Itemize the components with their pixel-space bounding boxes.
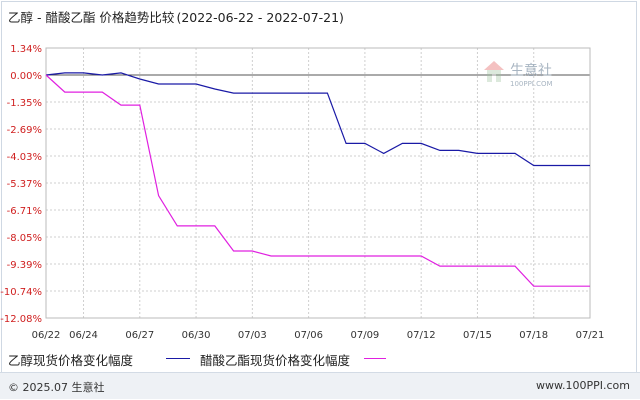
x-tick-label: 07/06: [294, 330, 323, 341]
x-tick-label: 07/12: [407, 330, 436, 341]
chart-title-main: 乙醇 - 醋酸乙酯 价格趋势比较: [8, 10, 175, 25]
y-tick-label: 0.00%: [10, 71, 42, 82]
series-line-ethyl-acetate: [45, 74, 590, 287]
y-tick-label: -10.74%: [0, 287, 42, 298]
watermark-logo: 生意社 100PPI.COM: [484, 61, 553, 88]
y-tick-label: -8.05%: [7, 233, 42, 244]
x-tick-label: 06/24: [69, 330, 98, 341]
y-tick-label: -1.35%: [7, 98, 42, 109]
y-tick-label: -5.37%: [7, 179, 42, 190]
plot-area: [45, 47, 591, 319]
legend-label-ethyl-acetate: 醋酸乙酯现货价格变化幅度: [200, 353, 351, 368]
house-icon: [484, 61, 504, 82]
legend-line-ethyl-acetate: [364, 358, 386, 359]
x-tick-label: 06/22: [32, 330, 61, 341]
x-tick-label: 06/30: [182, 330, 211, 341]
legend-line-ethanol: [166, 358, 190, 359]
y-tick-label: -9.39%: [7, 260, 42, 271]
y-tick-label: -4.03%: [7, 152, 42, 163]
line-chart: 1.34% 0.00% -1.35% -2.69% -4.03% -5.37% -6.71%…: [0, 44, 605, 341]
footer-bar: © 2025.07 生意社 www.100PPI.com: [0, 372, 640, 399]
x-tick-label: 07/09: [350, 330, 379, 341]
y-tick-label: -6.71%: [7, 206, 42, 217]
series-line-ethanol: [45, 72, 590, 167]
x-tick-label: 07/18: [519, 330, 548, 341]
footer-copyright: © 2025.07 生意社: [8, 381, 105, 394]
legend-label-ethanol: 乙醇现货价格变化幅度: [8, 353, 134, 368]
y-tick-label: -2.69%: [7, 125, 42, 136]
chart-title: 乙醇 - 醋酸乙酯 价格趋势比较 (2022-06-22 - 2022-07-21…: [8, 7, 344, 26]
x-tick-label: 07/21: [576, 330, 605, 341]
y-tick-label: 1.34%: [10, 44, 42, 55]
y-tick-label: -12.08%: [0, 314, 42, 325]
watermark-brand: 生意社: [510, 62, 552, 79]
watermark-url: 100PPI.COM: [510, 80, 553, 88]
x-tick-label: 06/27: [125, 330, 154, 341]
footer-site-link[interactable]: www.100PPI.com: [536, 379, 630, 392]
chart-title-range: (2022-06-22 - 2022-07-21): [176, 10, 344, 25]
legend: 乙醇现货价格变化幅度 醋酸乙酯现货价格变化幅度: [0, 346, 640, 370]
x-tick-label: 07/15: [463, 330, 492, 341]
x-tick-label: 07/03: [238, 330, 267, 341]
